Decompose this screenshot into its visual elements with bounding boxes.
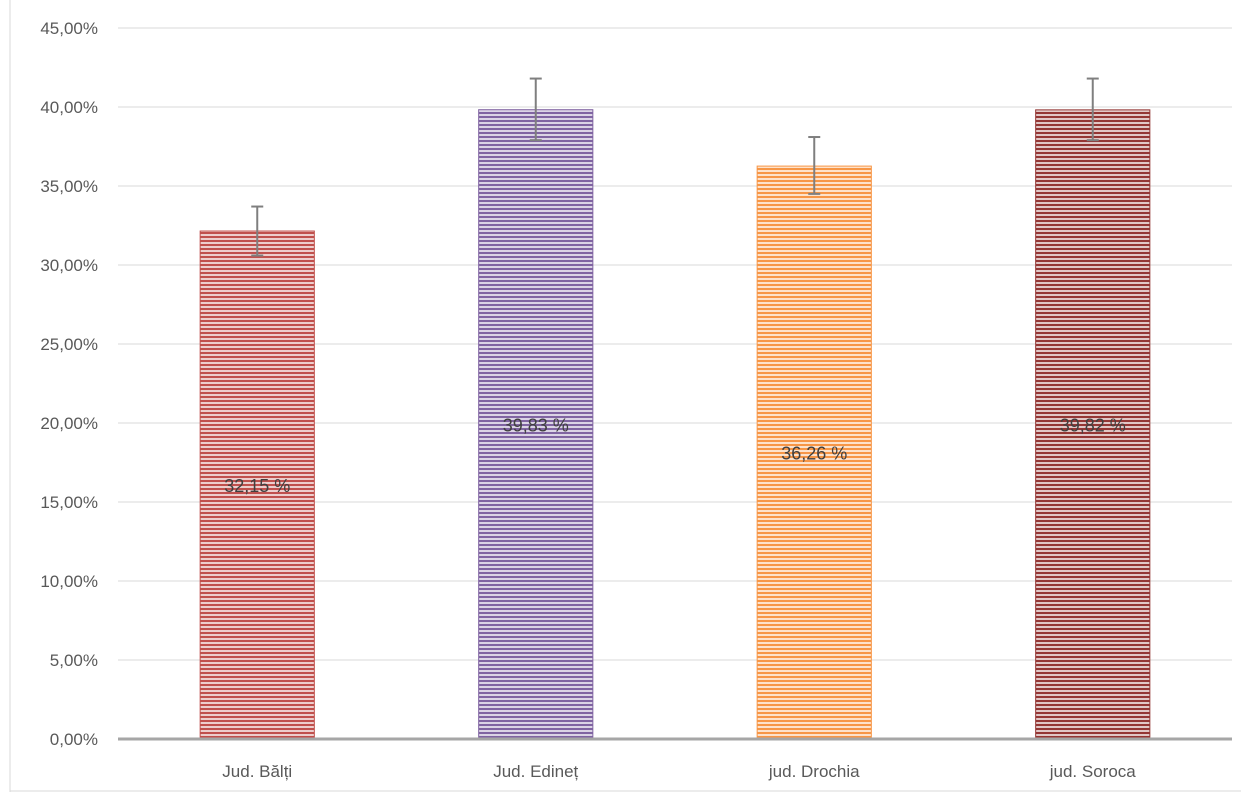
y-tick-label: 35,00% <box>40 177 98 196</box>
y-tick-label: 45,00% <box>40 19 98 38</box>
y-tick-label: 20,00% <box>40 414 98 433</box>
y-tick-label: 15,00% <box>40 493 98 512</box>
y-tick-label: 10,00% <box>40 572 98 591</box>
data-label: 39,82 % <box>1060 415 1126 435</box>
y-tick-label: 5,00% <box>50 651 98 670</box>
data-label: 32,15 % <box>224 476 290 496</box>
y-tick-label: 25,00% <box>40 335 98 354</box>
x-category-label: jud. Soroca <box>1049 762 1137 781</box>
bar <box>199 230 315 740</box>
bar <box>478 109 594 740</box>
data-label: 39,83 % <box>503 415 569 435</box>
x-category-label: jud. Drochia <box>768 762 860 781</box>
bar <box>1035 109 1151 740</box>
y-tick-label: 40,00% <box>40 98 98 117</box>
y-tick-label: 0,00% <box>50 730 98 749</box>
bar <box>756 165 872 740</box>
data-label: 36,26 % <box>781 444 847 464</box>
x-category-label: Jud. Edineț <box>493 762 578 781</box>
y-tick-label: 30,00% <box>40 256 98 275</box>
x-category-label: Jud. Bălți <box>222 762 292 781</box>
